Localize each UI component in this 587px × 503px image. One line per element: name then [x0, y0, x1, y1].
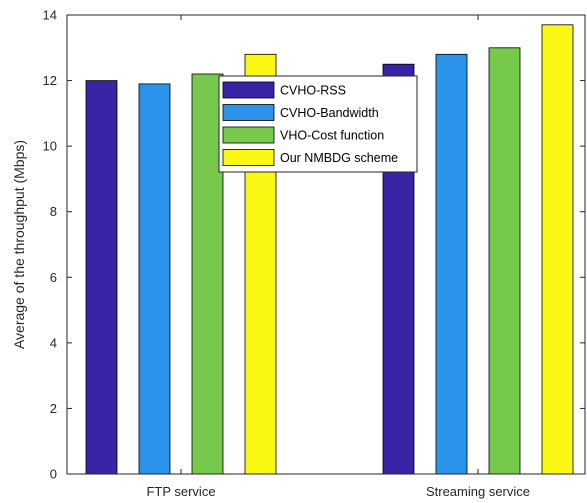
- x-tick-label: FTP service: [146, 484, 215, 499]
- y-tick-label: 2: [50, 401, 57, 416]
- legend-swatch: [222, 126, 275, 144]
- legend-label: CVHO-Bandwidth: [280, 106, 379, 120]
- y-tick-label: 4: [50, 335, 57, 350]
- bar-cvho-bandwidth-1: [435, 53, 468, 475]
- legend-swatch: [222, 81, 275, 99]
- axes-layer: 0 2 4 6 8 10 12 14 FTP service Streaming service: [43, 8, 586, 499]
- legend-swatch: [222, 149, 275, 166]
- bars-layer: [85, 24, 574, 475]
- y-tick-label: 0: [50, 467, 57, 482]
- bar-cvho-bandwidth-0: [138, 83, 171, 475]
- bar-our-nmbdg-scheme-1: [541, 24, 574, 475]
- legend: CVHO-RSS CVHO-Bandwidth VHO-Cost function O…: [218, 75, 418, 173]
- y-tick-label: 12: [43, 73, 57, 88]
- y-tick-label: 14: [43, 8, 57, 23]
- bar-vho-cost-function-0: [191, 73, 224, 475]
- bar-cvho-rss-0: [85, 80, 118, 475]
- y-tick-label: 10: [43, 139, 57, 154]
- y-tick-label: 6: [50, 270, 57, 285]
- legend-swatch: [222, 104, 275, 121]
- legend-label: CVHO-RSS: [280, 84, 346, 98]
- bar-vho-cost-function-1: [488, 47, 521, 475]
- x-tick-label: Streaming service: [426, 484, 530, 499]
- plot-frame: [66, 14, 586, 475]
- legend-label: Our NMBDG scheme: [280, 151, 398, 165]
- y-tick-label: 8: [50, 204, 57, 219]
- legend-label: VHO-Cost function: [280, 129, 384, 143]
- y-axis-label: Average of the throughput (Mbps): [11, 140, 27, 349]
